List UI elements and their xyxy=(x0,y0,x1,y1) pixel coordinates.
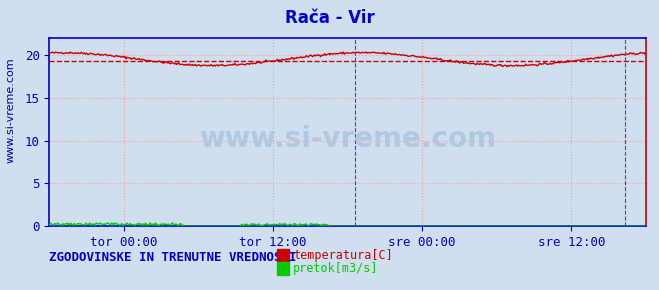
Text: www.si-vreme.com: www.si-vreme.com xyxy=(199,126,496,153)
Text: pretok[m3/s]: pretok[m3/s] xyxy=(293,262,379,275)
Text: Rača - Vir: Rača - Vir xyxy=(285,9,374,27)
Text: ZGODOVINSKE IN TRENUTNE VREDNOSTI: ZGODOVINSKE IN TRENUTNE VREDNOSTI xyxy=(49,251,297,264)
Text: www.si-vreme.com: www.si-vreme.com xyxy=(5,57,15,163)
Text: temperatura[C]: temperatura[C] xyxy=(293,249,393,262)
